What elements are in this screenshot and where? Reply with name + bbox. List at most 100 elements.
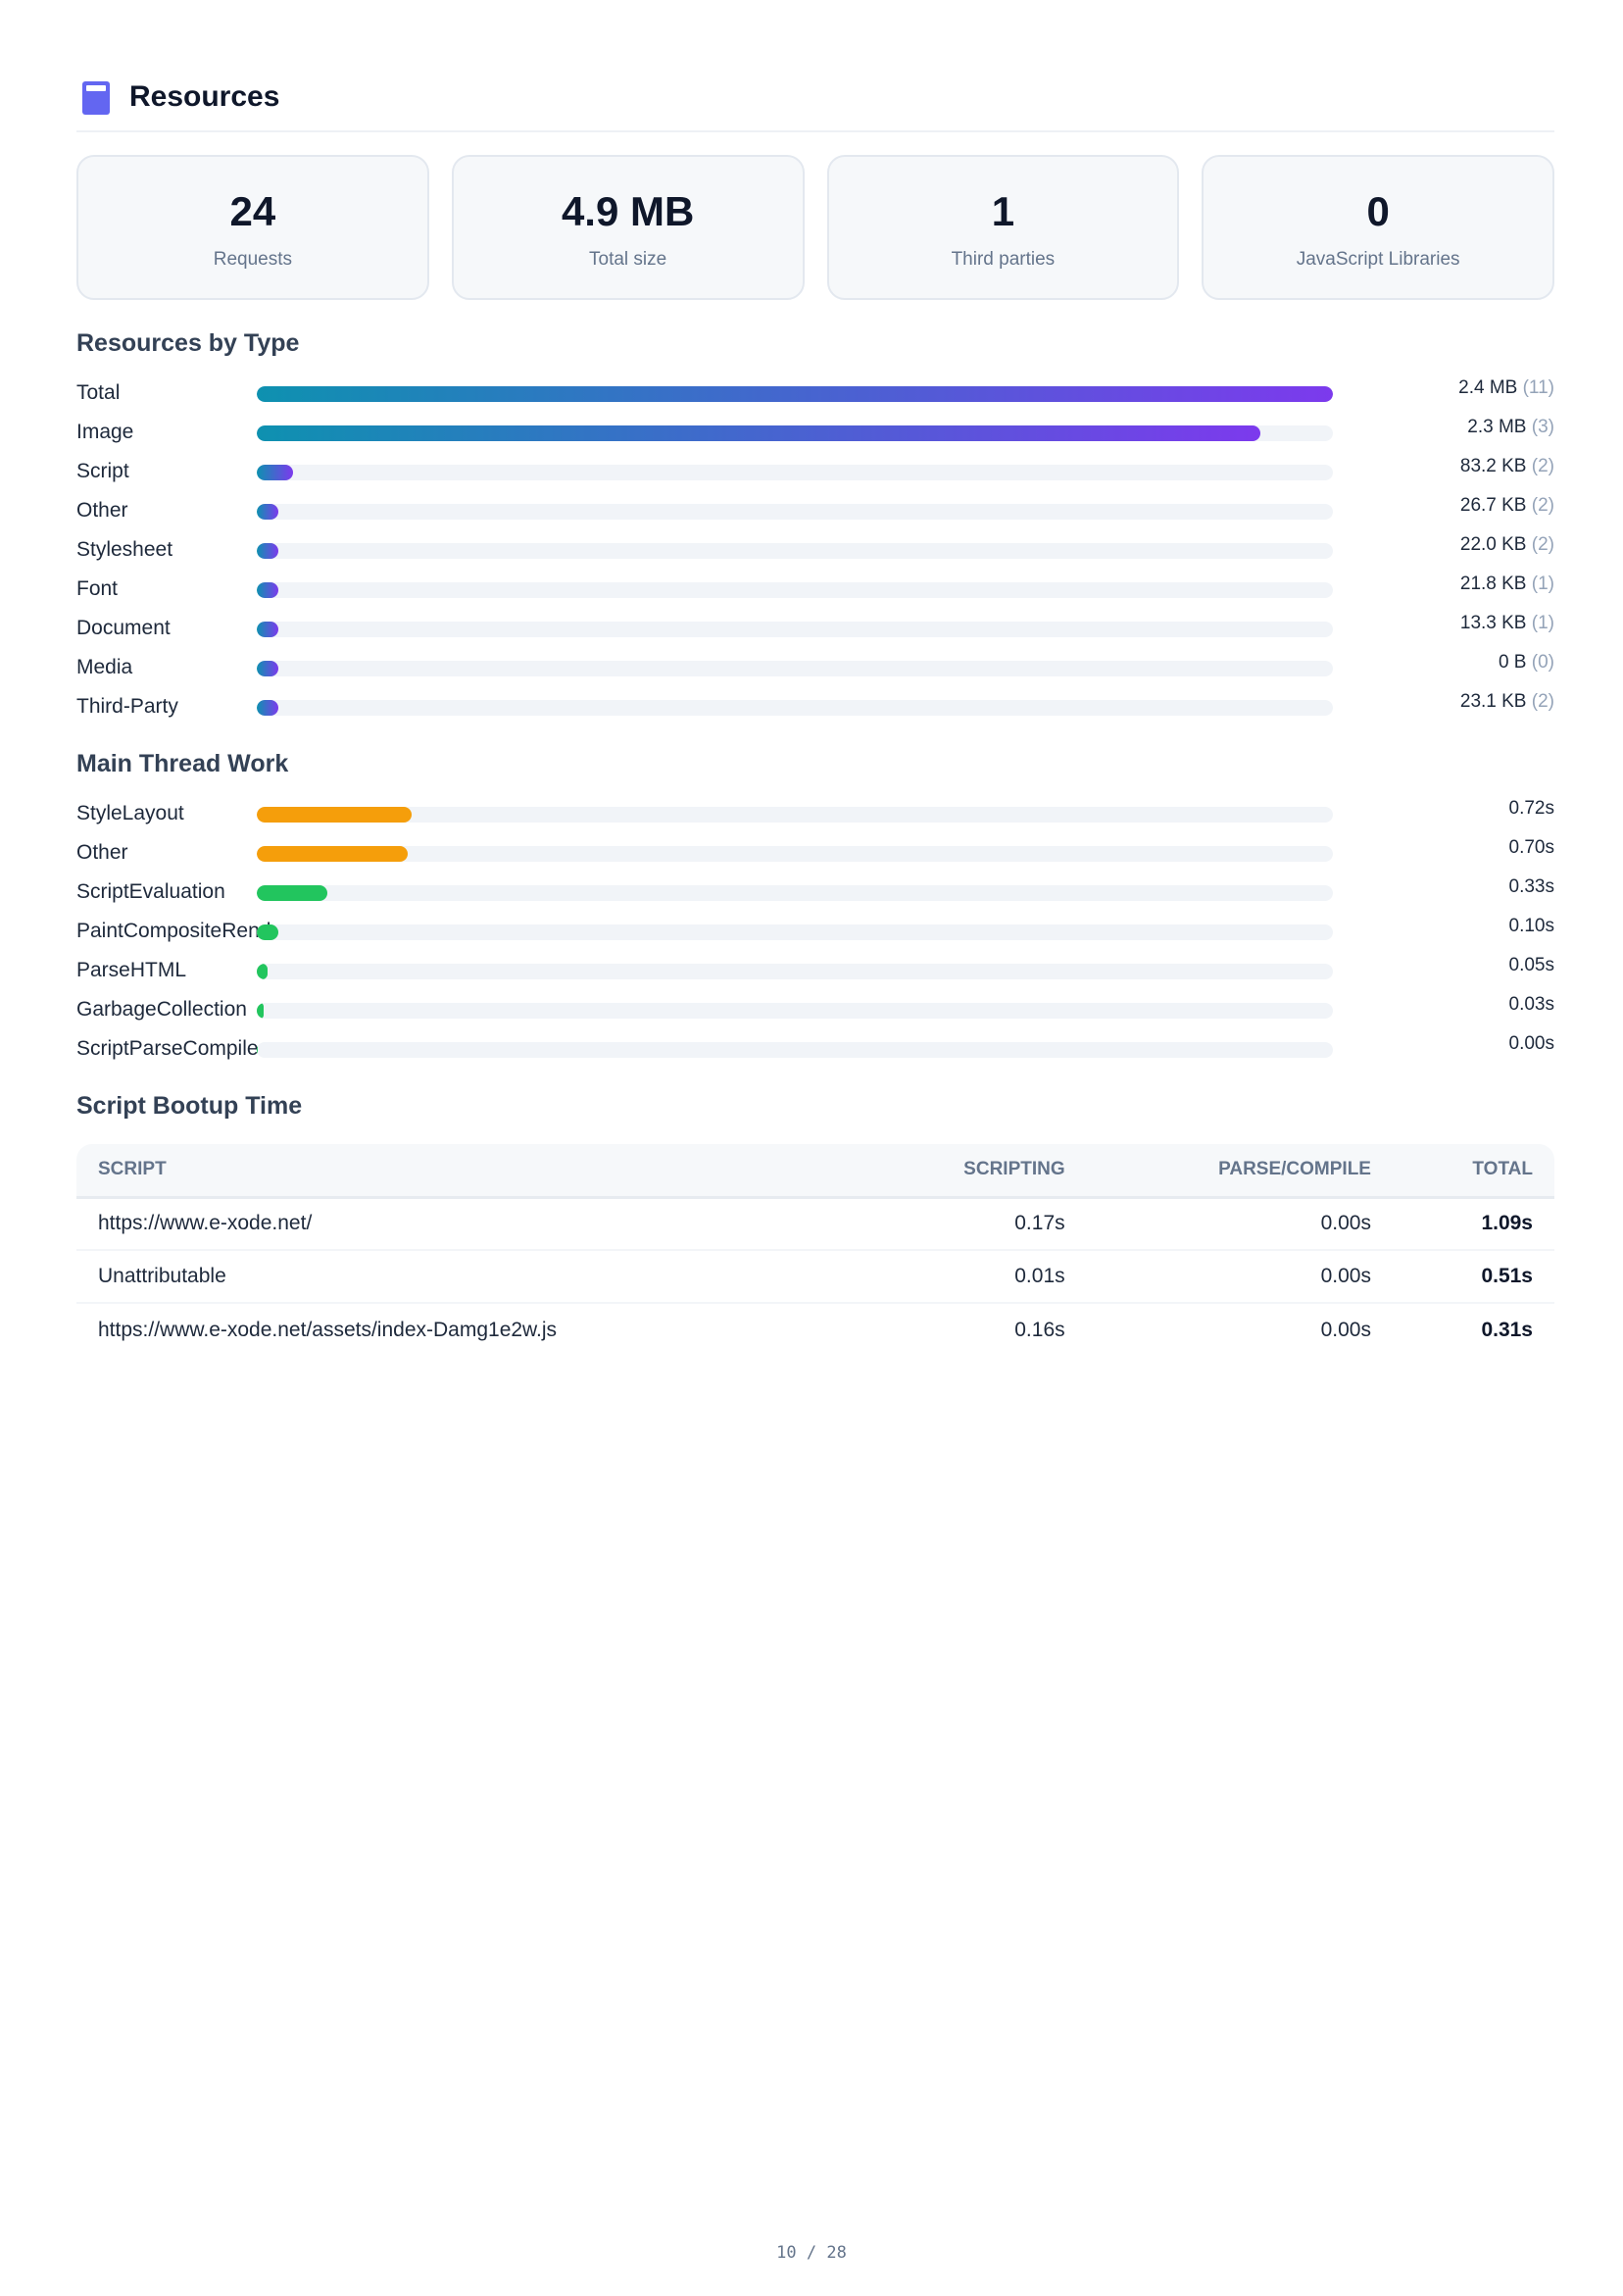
row-label: Other [76,499,128,522]
count-value: (0) [1531,652,1554,673]
main-thread-row: Other 0.70s [76,835,1554,874]
row-label: Media [76,656,133,678]
row-label: PaintCompositeRender [76,920,290,942]
stat-label: JavaScript Libraries [1296,249,1460,270]
resource-row: Image 2.3 MB (3) [76,415,1554,454]
column-header-parse-compile: PARSE/COMPILE [1086,1144,1393,1199]
stat-label: Requests [213,249,293,270]
row-value: 22.0 KB (2) [1460,534,1554,556]
table-row: https://www.e-xode.net/ 0.17s 0.00s 1.09… [76,1197,1554,1251]
row-value: 26.7 KB (2) [1460,495,1554,517]
stat-label: Third parties [951,249,1056,270]
size-value: 0 B [1498,652,1527,673]
bar-fill [257,846,408,862]
resource-row: Media 0 B (0) [76,650,1554,689]
bar-track [257,846,1333,862]
cell-parse-compile: 0.00s [1086,1250,1393,1304]
bar-track [257,425,1333,441]
bar-track [257,924,1333,940]
size-value: 2.4 MB [1458,377,1518,398]
row-value: 0.70s [1508,837,1554,858]
bootup-table: SCRIPT SCRIPTING PARSE/COMPILE TOTAL htt… [76,1144,1554,1356]
main-thread-row: PaintCompositeRender 0.10s [76,914,1554,953]
bar-track [257,700,1333,716]
cell-scripting: 0.17s [861,1197,1087,1251]
resource-row: Third-Party 23.1 KB (2) [76,689,1554,728]
bar-track [257,622,1333,637]
stat-label: Total size [589,249,667,270]
cell-total: 0.51s [1392,1250,1554,1304]
cell-total: 1.09s [1392,1197,1554,1251]
row-value: 0.33s [1508,876,1554,897]
stat-value: 0 [1366,188,1390,234]
resource-row: Total 2.4 MB (11) [76,375,1554,415]
row-value: 2.4 MB (11) [1458,377,1554,399]
column-header-scripting: SCRIPTING [861,1144,1087,1199]
size-value: 23.1 KB [1459,691,1527,712]
bar-fill [257,1003,264,1019]
page-number: 10 / 28 [776,2243,847,2263]
row-label: ScriptParseCompile [76,1037,259,1060]
count-value: (2) [1531,691,1554,712]
section-header: Resources [76,78,1554,132]
row-label: Document [76,617,171,639]
row-value: 83.2 KB (2) [1460,456,1554,477]
row-label: ParseHTML [76,959,187,981]
main-thread-row: ScriptParseCompile 0.00s [76,1031,1554,1071]
column-header-total: TOTAL [1392,1144,1554,1199]
stat-value: 4.9 MB [561,188,695,234]
row-value: 21.8 KB (1) [1460,574,1554,595]
cell-scripting: 0.01s [861,1250,1087,1304]
row-value: 23.1 KB (2) [1460,691,1554,713]
row-label: Image [76,421,134,443]
bar-fill [257,1042,258,1058]
row-label: StyleLayout [76,802,184,824]
bar-fill [257,807,413,823]
bar-fill [257,465,294,480]
cell-script: Unattributable [76,1250,861,1304]
bar-track [257,543,1333,559]
stat-card-total-size: 4.9 MB Total size [451,155,805,300]
stat-card-third-parties: 1 Third parties [826,155,1180,300]
row-label: Script [76,460,129,482]
resource-row: Document 13.3 KB (1) [76,611,1554,650]
cell-script: https://www.e-xode.net/ [76,1197,861,1251]
bar-fill [257,386,1333,402]
row-label: Total [76,381,121,404]
bar-track [257,1042,1333,1058]
count-value: (2) [1531,534,1554,555]
size-value: 26.7 KB [1459,495,1527,516]
cell-total: 0.31s [1481,1318,1533,1341]
main-thread-row: GarbageCollection 0.03s [76,992,1554,1031]
resource-row: Stylesheet 22.0 KB (2) [76,532,1554,572]
row-value: 0.72s [1508,798,1554,819]
table-header-row: SCRIPT SCRIPTING PARSE/COMPILE TOTAL [76,1144,1554,1199]
resource-row: Script 83.2 KB (2) [76,454,1554,493]
count-value: (1) [1531,574,1554,594]
size-value: 2.3 MB [1467,417,1527,437]
bar-track [257,465,1333,480]
cell-parse-compile: 0.00s [1086,1197,1393,1251]
main-thread-row: StyleLayout 0.72s [76,796,1554,835]
cell-parse-compile: 0.00s [1320,1318,1371,1341]
main-thread-row: ParseHTML 0.05s [76,953,1554,992]
bar-fill [257,425,1261,441]
row-value: 0.03s [1508,994,1554,1015]
row-label: Stylesheet [76,538,173,561]
count-value: (2) [1531,495,1554,516]
count-value: (3) [1531,417,1554,437]
count-value: (11) [1522,377,1554,398]
main-thread-row: ScriptEvaluation 0.33s [76,874,1554,914]
resource-row: Other 26.7 KB (2) [76,493,1554,532]
bar-track [257,885,1333,901]
resources-by-type-list: Total 2.4 MB (11) Image 2.3 MB (3) Script 83.… [76,375,1554,728]
bar-fill [257,543,278,559]
row-label: ScriptEvaluation [76,880,225,903]
bar-track [257,1003,1333,1019]
row-value: 0 B (0) [1499,652,1554,674]
bar-track [257,807,1333,823]
row-label: Other [76,841,128,864]
bar-fill [257,700,278,716]
row-label: Third-Party [76,695,178,718]
main-thread-title: Main Thread Work [76,750,289,777]
